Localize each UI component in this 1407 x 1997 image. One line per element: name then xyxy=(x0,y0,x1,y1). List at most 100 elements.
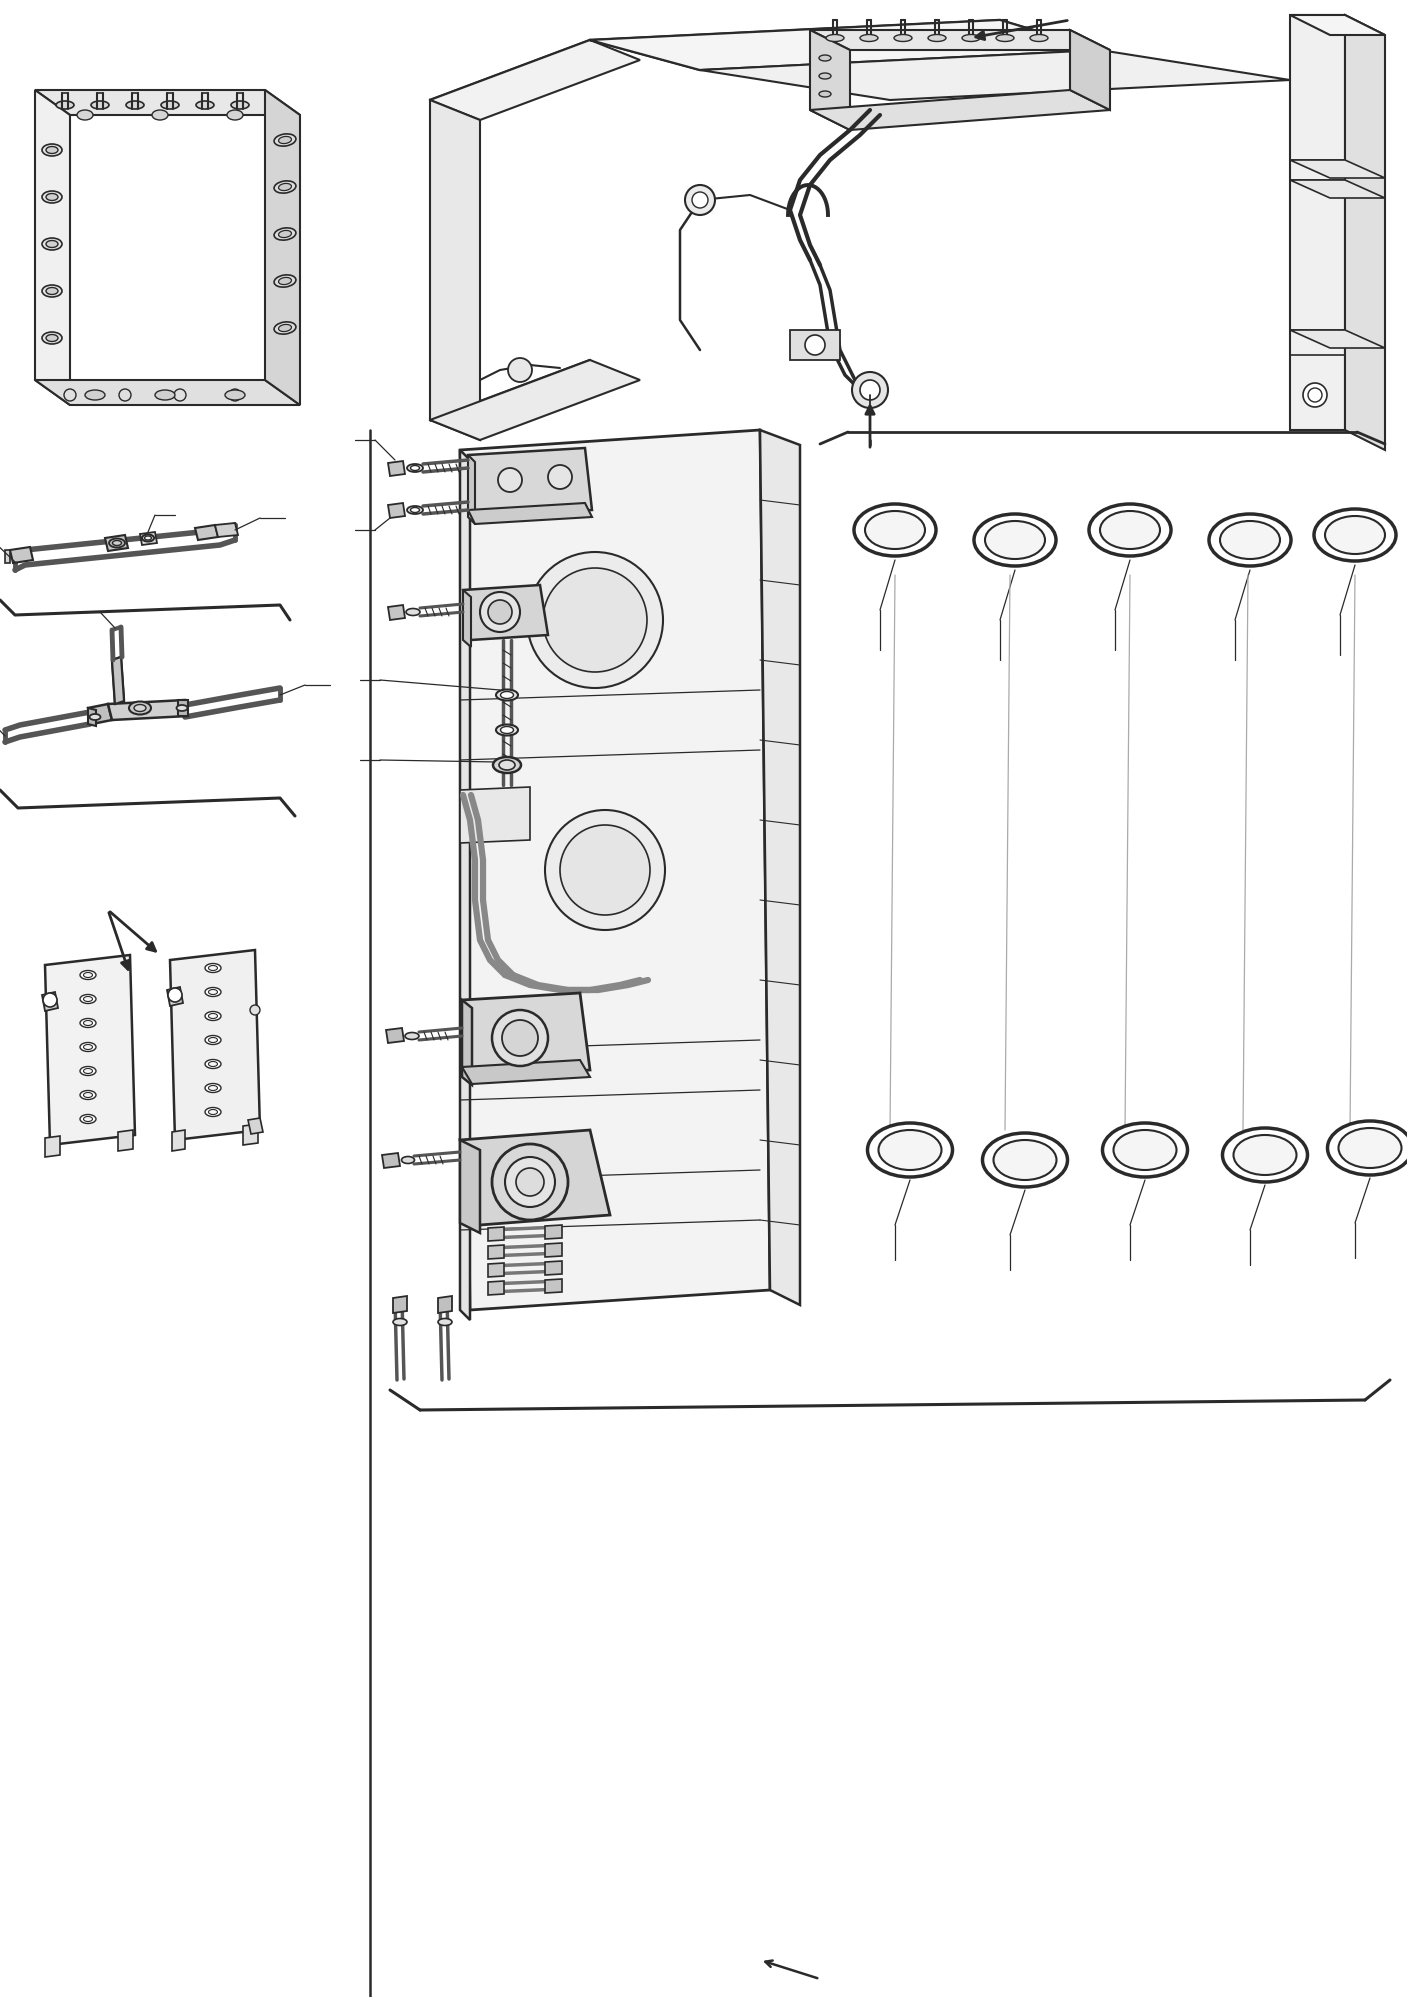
Polygon shape xyxy=(760,429,801,1304)
Circle shape xyxy=(505,1156,554,1206)
Polygon shape xyxy=(35,90,70,405)
Ellipse shape xyxy=(90,715,100,721)
Polygon shape xyxy=(460,429,770,1310)
Polygon shape xyxy=(460,1130,611,1224)
Ellipse shape xyxy=(42,286,62,298)
Ellipse shape xyxy=(208,1014,218,1018)
Polygon shape xyxy=(172,1130,184,1150)
Polygon shape xyxy=(810,30,1110,50)
Circle shape xyxy=(229,389,241,401)
Polygon shape xyxy=(701,50,1290,100)
Ellipse shape xyxy=(80,1066,96,1076)
Ellipse shape xyxy=(46,146,58,154)
Ellipse shape xyxy=(865,511,924,549)
Circle shape xyxy=(560,825,650,915)
Ellipse shape xyxy=(42,144,62,156)
Polygon shape xyxy=(45,955,135,1144)
Ellipse shape xyxy=(1234,1134,1296,1174)
Ellipse shape xyxy=(1327,1120,1407,1174)
Ellipse shape xyxy=(208,1038,218,1042)
Polygon shape xyxy=(460,449,470,1320)
Ellipse shape xyxy=(160,102,179,110)
Ellipse shape xyxy=(826,34,844,42)
Polygon shape xyxy=(1069,30,1110,110)
Ellipse shape xyxy=(80,1090,96,1100)
Polygon shape xyxy=(469,503,592,523)
Polygon shape xyxy=(461,1060,590,1084)
Circle shape xyxy=(498,467,522,491)
Ellipse shape xyxy=(497,725,518,735)
Polygon shape xyxy=(196,525,218,539)
Polygon shape xyxy=(388,461,405,475)
Ellipse shape xyxy=(205,1060,221,1068)
Polygon shape xyxy=(545,1278,561,1292)
Ellipse shape xyxy=(274,276,295,288)
Polygon shape xyxy=(461,1000,471,1084)
Polygon shape xyxy=(1290,180,1384,198)
Polygon shape xyxy=(89,709,96,727)
Circle shape xyxy=(492,1010,547,1066)
Circle shape xyxy=(480,591,521,631)
Polygon shape xyxy=(810,90,1110,130)
Ellipse shape xyxy=(231,102,249,110)
Ellipse shape xyxy=(878,1130,941,1170)
Ellipse shape xyxy=(411,507,419,513)
Ellipse shape xyxy=(83,973,93,977)
Ellipse shape xyxy=(501,727,514,733)
Ellipse shape xyxy=(274,322,295,333)
Circle shape xyxy=(488,599,512,623)
Polygon shape xyxy=(170,951,260,1140)
Ellipse shape xyxy=(492,757,521,773)
Ellipse shape xyxy=(46,240,58,248)
Ellipse shape xyxy=(497,689,518,701)
Ellipse shape xyxy=(407,609,421,615)
Polygon shape xyxy=(431,100,480,439)
Ellipse shape xyxy=(274,134,295,146)
Polygon shape xyxy=(89,705,113,725)
Ellipse shape xyxy=(274,228,295,240)
Ellipse shape xyxy=(155,389,174,399)
Ellipse shape xyxy=(401,1156,415,1164)
Ellipse shape xyxy=(1314,509,1396,561)
Polygon shape xyxy=(1290,16,1345,429)
Polygon shape xyxy=(388,503,405,517)
Ellipse shape xyxy=(83,1020,93,1026)
Ellipse shape xyxy=(974,513,1057,565)
Polygon shape xyxy=(545,1224,561,1238)
Circle shape xyxy=(250,1004,260,1014)
Ellipse shape xyxy=(279,230,291,238)
Polygon shape xyxy=(393,1296,407,1312)
Ellipse shape xyxy=(1113,1130,1176,1170)
Ellipse shape xyxy=(152,110,167,120)
Ellipse shape xyxy=(819,74,832,80)
Ellipse shape xyxy=(42,238,62,250)
Ellipse shape xyxy=(819,56,832,62)
Polygon shape xyxy=(1290,160,1384,178)
Polygon shape xyxy=(215,523,238,537)
Ellipse shape xyxy=(83,1044,93,1050)
Polygon shape xyxy=(265,90,300,405)
Ellipse shape xyxy=(46,194,58,200)
Ellipse shape xyxy=(279,136,291,144)
Ellipse shape xyxy=(142,535,153,541)
Circle shape xyxy=(492,1144,568,1220)
Ellipse shape xyxy=(208,965,218,971)
Circle shape xyxy=(860,379,879,399)
Ellipse shape xyxy=(83,1092,93,1098)
Ellipse shape xyxy=(501,691,514,699)
Ellipse shape xyxy=(80,1018,96,1028)
Polygon shape xyxy=(545,1242,561,1256)
Polygon shape xyxy=(463,589,471,647)
Ellipse shape xyxy=(113,541,121,545)
Polygon shape xyxy=(6,549,10,563)
Polygon shape xyxy=(810,30,850,130)
Ellipse shape xyxy=(42,192,62,204)
Polygon shape xyxy=(789,330,840,359)
Circle shape xyxy=(545,811,666,931)
Ellipse shape xyxy=(176,705,187,711)
Ellipse shape xyxy=(227,110,243,120)
Polygon shape xyxy=(469,455,476,523)
Ellipse shape xyxy=(985,521,1045,559)
Circle shape xyxy=(167,989,182,1002)
Polygon shape xyxy=(488,1226,504,1240)
